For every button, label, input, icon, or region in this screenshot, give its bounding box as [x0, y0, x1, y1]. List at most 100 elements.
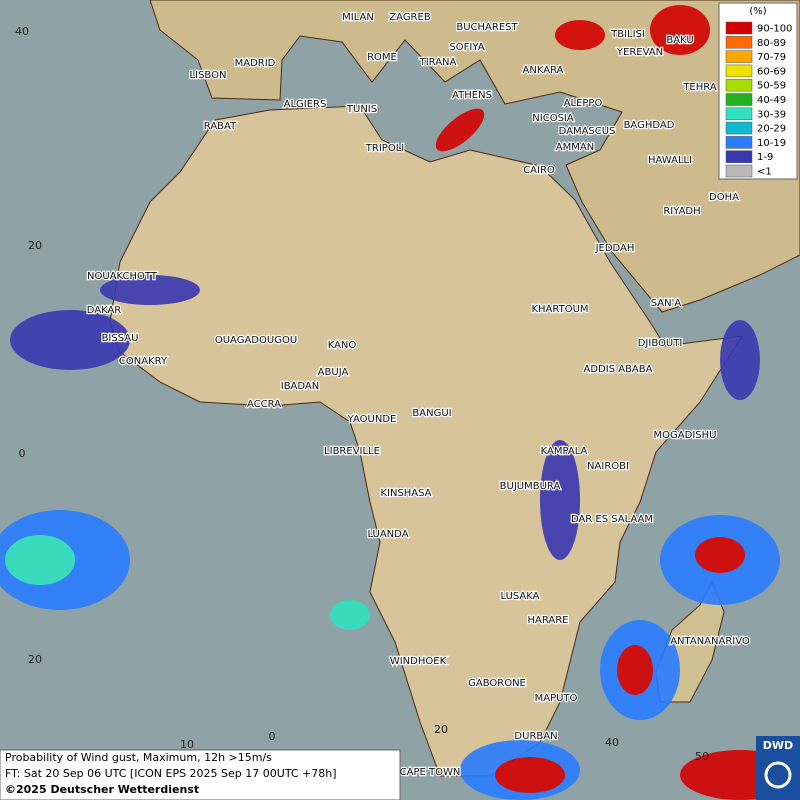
city-label: LIBREVILLE	[324, 446, 380, 457]
city-label: BANGUI	[412, 408, 451, 419]
wind-area	[555, 20, 605, 50]
grid-labels: 40 20 0 20 10 0 20 40 50	[15, 25, 709, 763]
city-label: ALEPPO	[564, 98, 603, 109]
legend-swatch	[725, 64, 753, 78]
legend-label: 80-89	[757, 38, 786, 49]
city-label: CONAKRY	[119, 356, 168, 367]
city-label: BISSAU	[102, 333, 139, 344]
city-label: SAN'A	[651, 298, 682, 309]
city-label: BUJUMBURA	[500, 481, 561, 492]
city-label: BUCHAREST	[456, 22, 518, 33]
city-label: TIRANA	[419, 57, 457, 68]
city-label: TBILISI	[610, 29, 645, 40]
wind-area	[495, 757, 565, 793]
legend-swatch	[725, 150, 753, 163]
city-label: ALGIERS	[284, 99, 327, 110]
wind-area	[100, 275, 200, 305]
city-labels: MILAN ZAGREB BUCHAREST SOFIYA ROME TIRANA ANKA…	[85, 11, 751, 780]
land-europe-asia	[149, 0, 800, 313]
city-label: TUNIS	[346, 104, 377, 115]
city-label: CAPE TOWN	[400, 767, 461, 778]
city-label: LISBON	[190, 70, 227, 81]
city-label: IBADAN	[281, 381, 320, 392]
latitude-label: 20	[28, 239, 42, 252]
city-label: YAOUNDE	[347, 414, 397, 425]
footer-line: FT: Sat 20 Sep 06 UTC [ICON EPS 2025 Sep…	[5, 767, 337, 780]
city-label: BAGHDAD	[624, 120, 675, 131]
wind-area	[5, 535, 75, 585]
longitude-label: 50	[695, 750, 709, 763]
legend-swatch	[725, 136, 753, 149]
wind-area	[695, 537, 745, 573]
city-label: CAIRO	[523, 165, 555, 176]
city-label: GABORONE	[468, 678, 526, 689]
city-label: DOHA	[709, 192, 739, 203]
legend-swatch	[725, 78, 753, 92]
legend-label: 70-79	[757, 52, 786, 63]
city-label: RABAT	[204, 121, 237, 132]
city-label: TEHRA	[682, 82, 716, 93]
city-label: ROME	[367, 52, 397, 63]
city-label: HAWALLI	[648, 155, 692, 166]
city-label: HARARE	[527, 615, 568, 626]
legend-label: <1	[757, 167, 772, 178]
wind-area	[330, 600, 370, 630]
city-label: ATHENS	[452, 90, 492, 101]
latitude-label: 0	[19, 447, 26, 460]
city-label: ADDIS ABABA	[584, 364, 653, 375]
legend-label: 50-59	[757, 81, 786, 92]
city-label: TRIPOLI	[365, 143, 404, 154]
city-label: DAKAR	[87, 305, 122, 316]
legend-label: 40-49	[757, 95, 786, 106]
logo-box	[756, 736, 800, 800]
logo-icon	[764, 761, 792, 789]
legend-label: 30-39	[757, 109, 786, 120]
city-label: NOUAKCHOTT	[87, 271, 158, 282]
city-label: LUANDA	[367, 529, 408, 540]
city-label: ANTANANARIVO	[670, 636, 750, 647]
wind-area	[10, 310, 130, 370]
city-label: WINDHOEK	[390, 656, 447, 667]
wind-area	[617, 645, 653, 695]
legend-label: 60-69	[757, 66, 786, 77]
legend-label: 1-9	[757, 152, 773, 163]
city-label: ANKARA	[523, 65, 564, 76]
city-label: KHARTOUM	[531, 304, 588, 315]
city-label: SOFIYA	[449, 42, 484, 53]
legend-swatch	[725, 50, 753, 63]
legend-label: 10-19	[757, 138, 786, 149]
footer-box	[0, 749, 401, 800]
city-label: AMMAN	[556, 142, 594, 153]
city-label: MADRID	[235, 58, 276, 69]
legend-swatch	[725, 93, 753, 106]
footer-line: Probability of Wind gust, Maximum, 12h >…	[5, 751, 272, 764]
legend-swatch	[725, 107, 753, 121]
longitude-label: 10	[180, 738, 194, 751]
city-label: MILAN	[342, 12, 374, 23]
legend-unit: (%)	[749, 6, 766, 17]
city-label: LUSAKA	[501, 591, 540, 602]
city-label: KINSHASA	[380, 488, 431, 499]
wind-area	[720, 320, 760, 400]
wind-area	[540, 440, 580, 560]
latitude-label: 20	[28, 653, 42, 666]
city-label: RIYADH	[663, 206, 700, 217]
city-label: DJIBOUTI	[638, 338, 683, 349]
city-label: KAMPALA	[541, 446, 588, 457]
longitude-label: 20	[434, 723, 448, 736]
city-label: DAMASCUS	[559, 126, 616, 137]
legend-swatch	[725, 21, 753, 35]
city-label: MOGADISHU	[654, 430, 717, 441]
legend-label: 20-29	[757, 124, 786, 135]
wind-area	[650, 5, 710, 55]
city-label: ACCRA	[247, 399, 281, 410]
wind-areas	[0, 5, 800, 800]
city-label: DURBAN	[514, 731, 557, 742]
city-label: ZAGREB	[389, 12, 431, 23]
city-label: YEREVAN	[616, 47, 663, 58]
city-label: NICOSIA	[532, 113, 574, 124]
longitude-label: 0	[269, 730, 276, 743]
city-label: OUAGADOUGOU	[215, 335, 297, 346]
longitude-label: 40	[605, 736, 619, 749]
